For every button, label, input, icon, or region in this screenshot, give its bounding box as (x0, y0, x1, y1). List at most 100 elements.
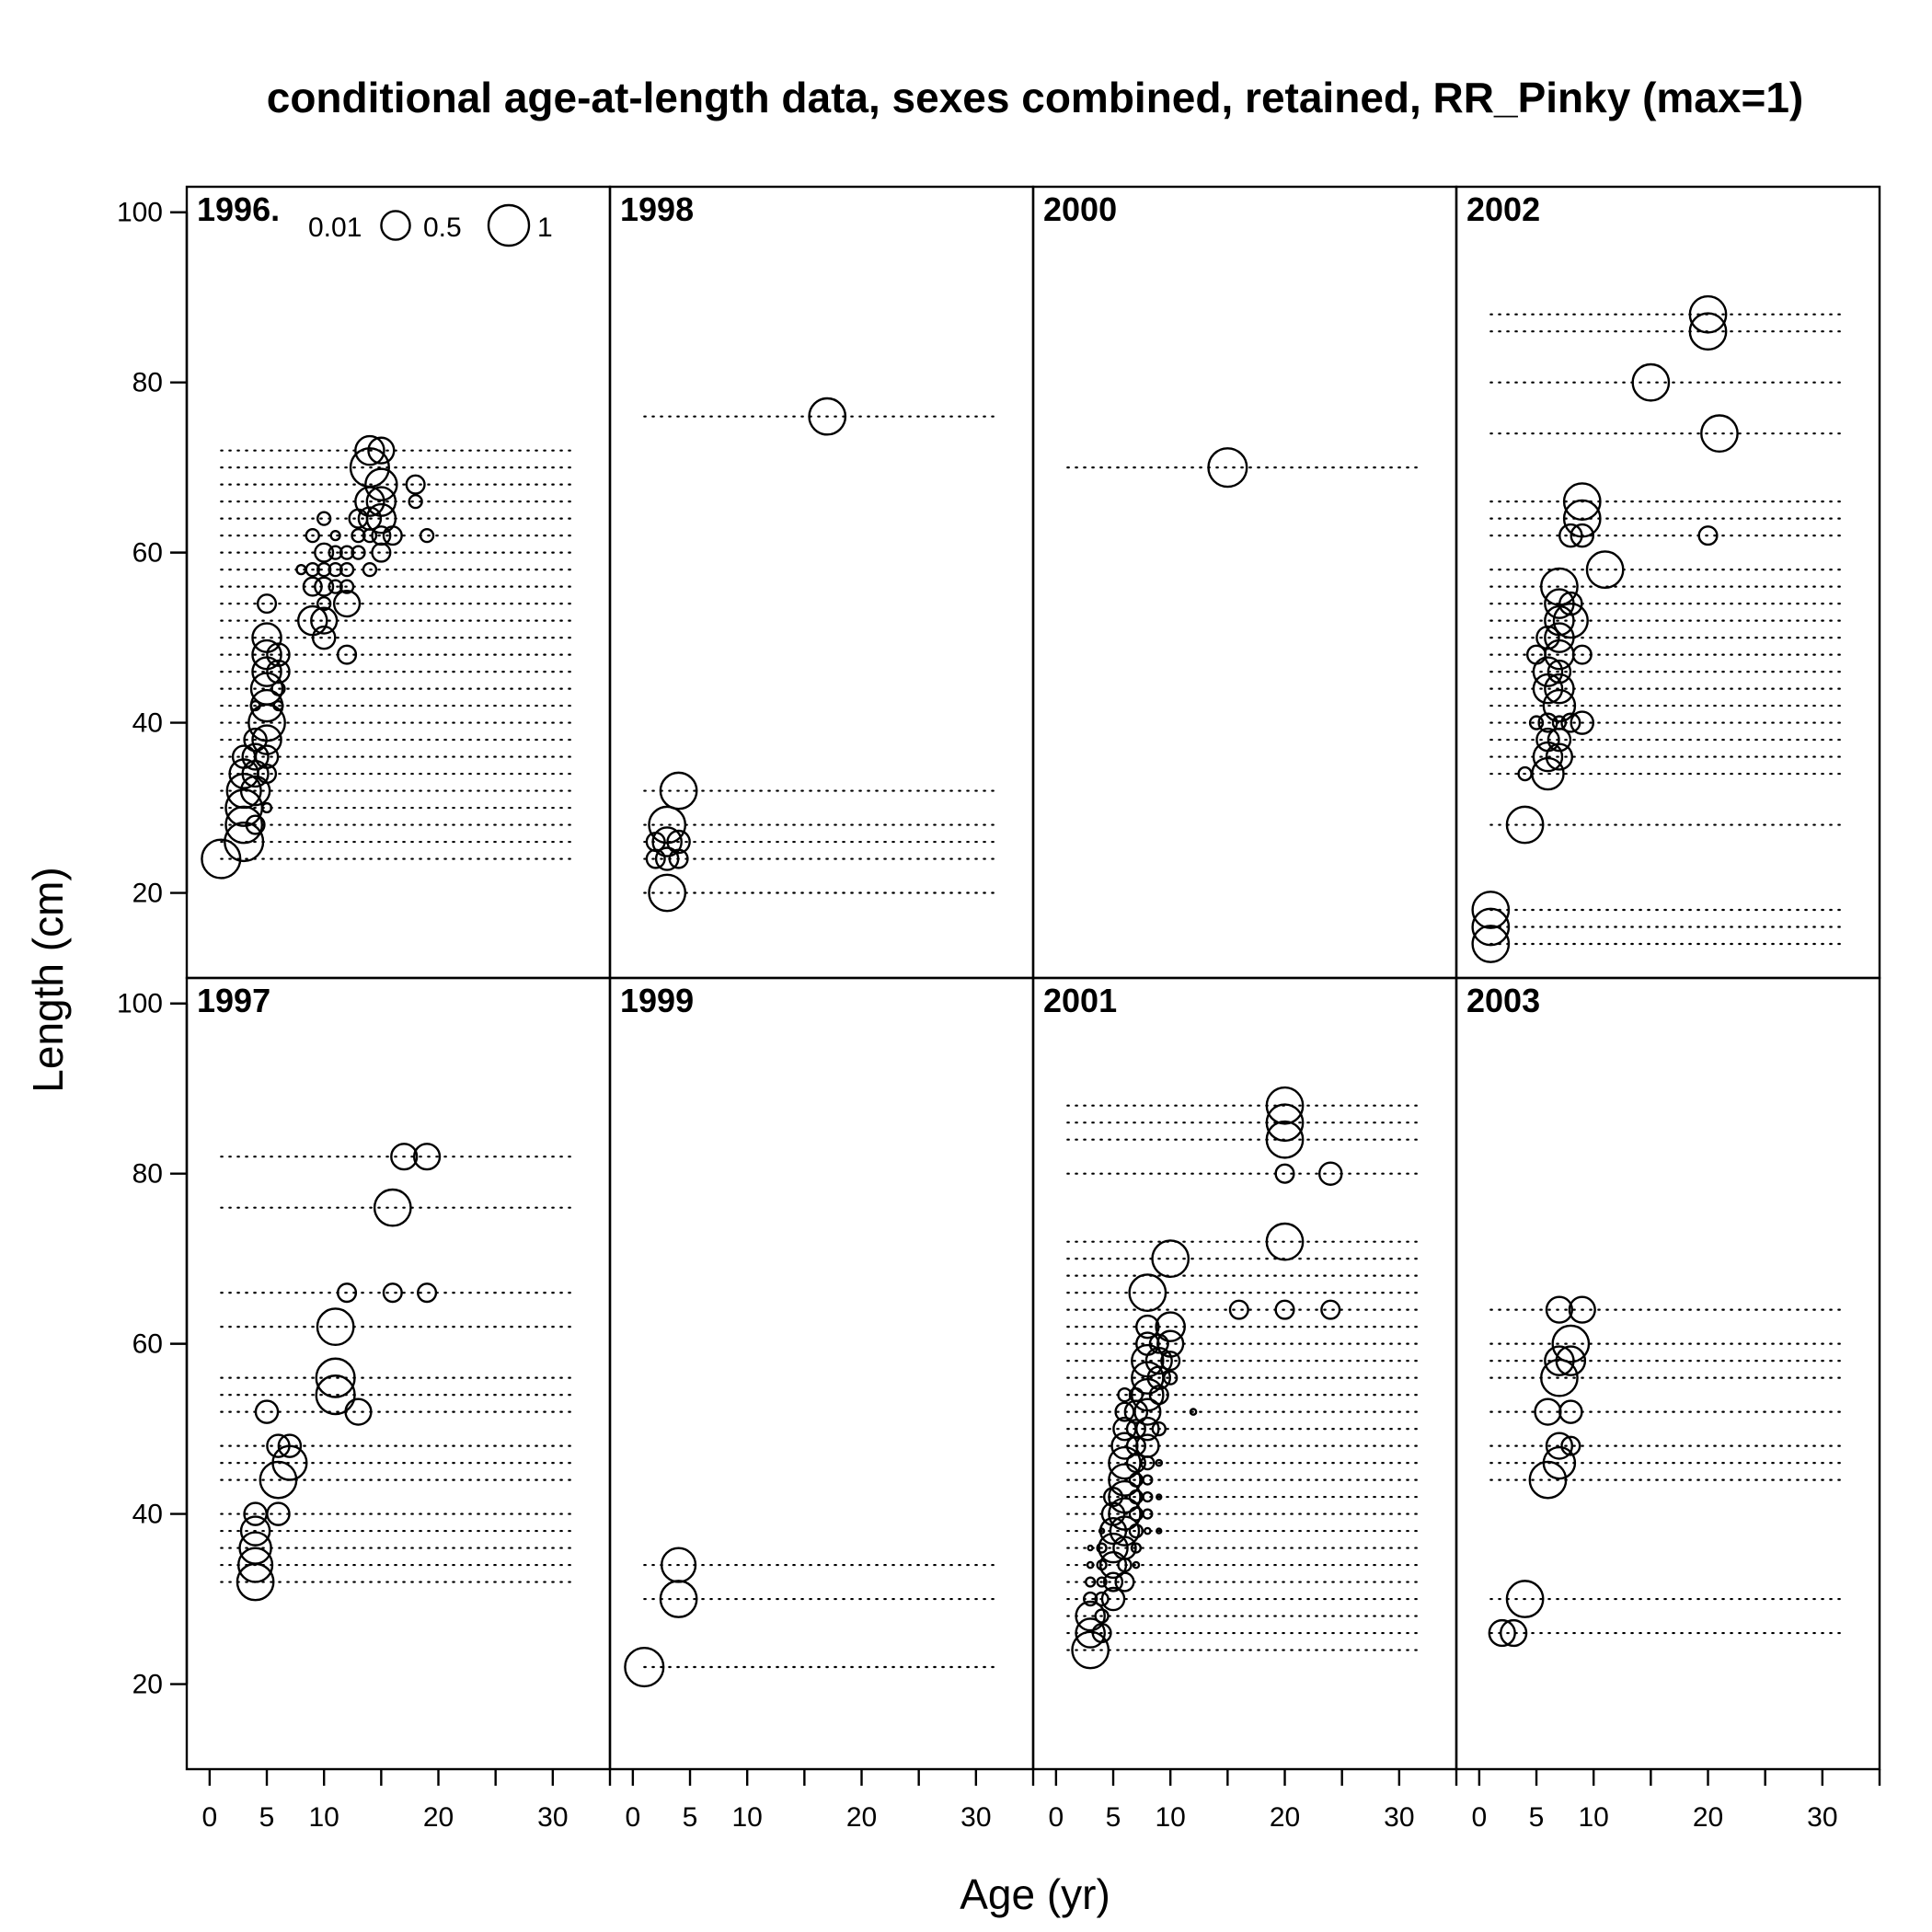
bubble-point (1697, 525, 1719, 546)
panel-1997: 1997 (185, 976, 612, 1771)
bubble-point (1531, 756, 1565, 791)
bubble-point (1100, 1586, 1126, 1612)
bubble-point (1688, 294, 1728, 334)
x-tick-label: 20 (423, 1802, 454, 1833)
y-tick-label: 100 (117, 198, 163, 228)
bubble-point (1160, 1351, 1181, 1372)
bubble-point (337, 644, 358, 665)
bubble-point (1544, 673, 1575, 705)
bubble-point (1155, 1458, 1164, 1467)
bubble-point (1144, 1526, 1152, 1535)
bubble-point (310, 606, 339, 635)
bubble-point (1142, 1490, 1154, 1503)
bubble-point (1102, 1571, 1124, 1593)
bubble-point (224, 821, 265, 863)
bubble-point (351, 545, 366, 560)
panel-2003: 2003 (1455, 976, 1881, 1771)
bubble-point (808, 397, 847, 436)
bubble-point (315, 1374, 356, 1416)
bubble-point (1109, 1515, 1141, 1547)
y-tick-label: 60 (132, 538, 163, 569)
bubble-point (1265, 1120, 1305, 1159)
bubble-point (1108, 1497, 1142, 1531)
panel-year-label: 2000 (1043, 190, 1117, 228)
x-tick-label: 30 (1384, 1802, 1414, 1833)
bubble-point (339, 579, 355, 594)
bubble-point (390, 1143, 419, 1171)
bubble-point (1528, 1460, 1568, 1500)
legend-label: 0.01 (308, 213, 362, 243)
legend-bubble (487, 203, 531, 247)
bubble-point (241, 742, 270, 771)
panel-year-label: 2003 (1466, 982, 1540, 1019)
legend-label: 0.5 (423, 213, 462, 243)
bubble-point (1558, 1399, 1583, 1424)
bubble-point (256, 593, 278, 615)
panel-2002: 2002 (1455, 185, 1881, 980)
bubble-point (1155, 1311, 1186, 1342)
panel-year-label: 1996. (197, 190, 280, 228)
x-tick-label: 0 (626, 1802, 641, 1833)
bubble-point (344, 1397, 373, 1426)
panel-frame (608, 976, 1035, 1771)
bubble-point (1135, 1433, 1160, 1458)
panel-frame (1455, 185, 1881, 980)
bubble-point (666, 829, 691, 855)
panel-year-label: 2002 (1466, 190, 1540, 228)
y-tick-label: 80 (132, 368, 163, 398)
y-tick-label: 80 (132, 1159, 163, 1190)
bubble-point (1156, 1527, 1163, 1535)
bubble-point (1091, 1623, 1112, 1644)
panel-frame (1031, 185, 1458, 980)
x-tick-label: 10 (1579, 1802, 1609, 1833)
bubble-point (239, 775, 271, 807)
bubble-point (349, 447, 390, 489)
panel-frame (1455, 976, 1881, 1771)
bubble-point (328, 561, 343, 578)
bubble-point (364, 467, 398, 501)
bubble-point (1558, 591, 1583, 616)
panel-1999: 1999 (608, 976, 1035, 1771)
bubble-point (239, 1515, 271, 1547)
bubble-point (1542, 1445, 1577, 1480)
bubble-point (1545, 1432, 1574, 1460)
y-axis-group: 20 40 60 80 100 20 40 60 80 100 (117, 198, 189, 1700)
bubble-point (1471, 907, 1511, 947)
bubble-point (337, 1282, 358, 1304)
bubble-point (328, 545, 343, 560)
bubble-point (405, 474, 426, 495)
bubble-point (311, 625, 337, 650)
bubble-point (1700, 414, 1739, 454)
bubble-point (365, 502, 397, 535)
bubble-point (1562, 499, 1602, 538)
panel-frame (1031, 976, 1458, 1771)
panel-year-label: 2001 (1043, 982, 1117, 1019)
bubble-point (1094, 1591, 1110, 1607)
x-axis-title: Age (yr) (960, 1870, 1110, 1918)
bubble-point (339, 561, 355, 578)
bubble-point (1570, 523, 1595, 548)
bubble-point (1568, 1295, 1596, 1324)
bubble-point (1114, 1571, 1135, 1593)
bubble-point (254, 744, 280, 769)
bubble-point (266, 642, 291, 667)
bubble-point (382, 525, 403, 546)
x-tick-label: 10 (1156, 1802, 1186, 1833)
bubble-point (1075, 1600, 1106, 1632)
bubble-point (1265, 1222, 1305, 1261)
x-axis-group: 0 5 10 20 30 0 5 10 20 30 0 5 10 20 30 0 5 10 20 30 (202, 1769, 1881, 1833)
bubble-point (1142, 1508, 1154, 1520)
bubble-point (419, 527, 435, 544)
bubble-point (1075, 1617, 1106, 1649)
y-tick-label: 100 (117, 989, 163, 1019)
x-tick-label: 5 (259, 1802, 275, 1833)
bubble-point (1317, 1161, 1343, 1186)
bubble-point (302, 576, 323, 597)
y-axis-title: Length (cm) (24, 867, 72, 1092)
bubble-point (1532, 656, 1564, 687)
bubble-point (1545, 742, 1574, 771)
x-tick-label: 10 (309, 1802, 339, 1833)
y-tick-label: 40 (132, 708, 163, 739)
bubble-point (1085, 1576, 1097, 1588)
